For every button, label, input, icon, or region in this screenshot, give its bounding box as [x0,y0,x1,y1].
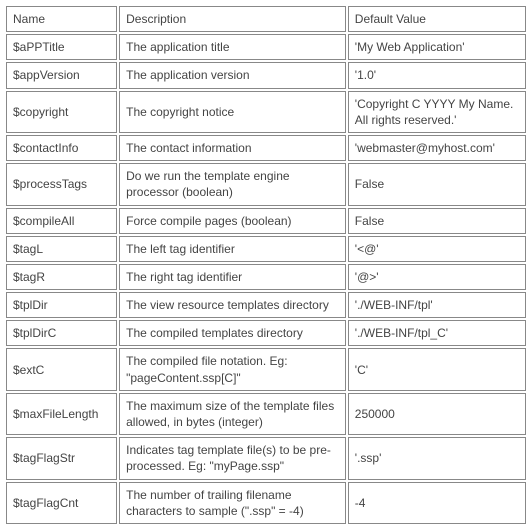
table-row: $copyrightThe copyright notice'Copyright… [6,91,526,133]
table-row: $tplDirCThe compiled templates directory… [6,320,526,346]
cell-name: $processTags [6,163,117,205]
cell-name: $extC [6,348,117,390]
cell-default-value: 'My Web Application' [348,34,526,60]
cell-description: The compiled templates directory [119,320,346,346]
table-row: $tagFlagStr Indicates tag template file(… [6,437,526,479]
cell-default-value: False [348,208,526,234]
cell-name: $tagFlagCnt [6,482,117,524]
table-row: $tagLThe left tag identifier'<@' [6,236,526,262]
table-row: $contactInfoThe contact information'webm… [6,135,526,161]
cell-description: The number of trailing filename characte… [119,482,346,524]
cell-default-value: './WEB-INF/tpl_C' [348,320,526,346]
table-row: $tagRThe right tag identifier'@>' [6,264,526,290]
cell-description: The copyright notice [119,91,346,133]
cell-default-value: 250000 [348,393,526,435]
cell-default-value: '1.0' [348,62,526,88]
cell-default-value: 'webmaster@myhost.com' [348,135,526,161]
cell-description: The left tag identifier [119,236,346,262]
cell-description: Indicates tag template file(s) to be pre… [119,437,346,479]
cell-default-value: False [348,163,526,205]
cell-default-value: './WEB-INF/tpl' [348,292,526,318]
cell-name: $maxFileLength [6,393,117,435]
cell-default-value: '@>' [348,264,526,290]
table-header-row: NameDescriptionDefault Value [6,6,526,32]
cell-description: The application version [119,62,346,88]
column-header: Description [119,6,346,32]
table-body: NameDescriptionDefault Value$aPPTitleThe… [6,6,526,524]
cell-name: $appVersion [6,62,117,88]
cell-name: $copyright [6,91,117,133]
table-row: $compileAllForce compile pages (boolean)… [6,208,526,234]
column-header: Name [6,6,117,32]
cell-description: Do we run the template engine processor … [119,163,346,205]
table-row: $aPPTitleThe application title'My Web Ap… [6,34,526,60]
cell-name: $tagL [6,236,117,262]
table-row: $appVersionThe application version'1.0' [6,62,526,88]
cell-description: The application title [119,34,346,60]
cell-default-value: '<@' [348,236,526,262]
cell-description: The maximum size of the template files a… [119,393,346,435]
cell-default-value: '.ssp' [348,437,526,479]
cell-default-value: 'C' [348,348,526,390]
column-header: Default Value [348,6,526,32]
cell-name: $compileAll [6,208,117,234]
cell-name: $aPPTitle [6,34,117,60]
cell-description: The contact information [119,135,346,161]
cell-name: $tplDirC [6,320,117,346]
cell-default-value: 'Copyright C YYYY My Name. All rights re… [348,91,526,133]
cell-name: $tagR [6,264,117,290]
cell-description: The right tag identifier [119,264,346,290]
table-row: $tagFlagCnt The number of trailing filen… [6,482,526,524]
cell-name: $contactInfo [6,135,117,161]
table-row: $maxFileLength The maximum size of the t… [6,393,526,435]
cell-description: The compiled file notation. Eg: "pageCon… [119,348,346,390]
table-row: $extC The compiled file notation. Eg: "p… [6,348,526,390]
table-row: $processTags Do we run the template engi… [6,163,526,205]
cell-description: The view resource templates directory [119,292,346,318]
cell-name: $tplDir [6,292,117,318]
cell-default-value: -4 [348,482,526,524]
table-row: $tplDir The view resource templates dire… [6,292,526,318]
cell-description: Force compile pages (boolean) [119,208,346,234]
config-variables-table: NameDescriptionDefault Value$aPPTitleThe… [4,4,528,526]
cell-name: $tagFlagStr [6,437,117,479]
